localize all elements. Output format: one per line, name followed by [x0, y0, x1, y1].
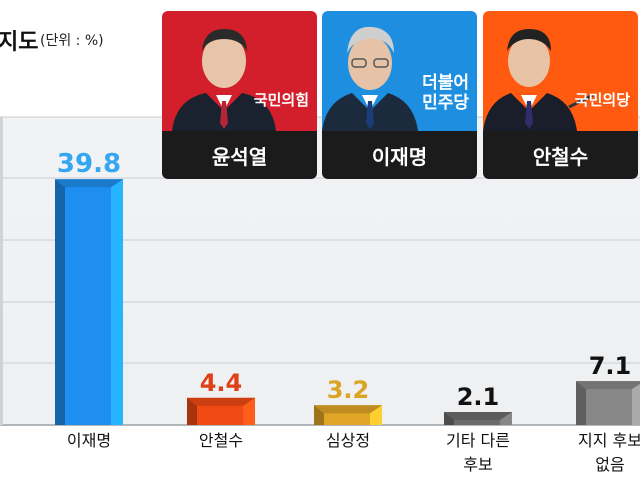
- data-label: 39.8: [57, 149, 121, 179]
- party-label: 국민의힘: [253, 91, 309, 109]
- candidate-name: 안철수: [483, 131, 638, 179]
- x-tick-label: 후보: [463, 455, 492, 474]
- candidate-photo: 국민의당: [483, 11, 638, 131]
- bar-highlight: [243, 397, 255, 425]
- bar-shadow: [314, 405, 324, 425]
- data-label: 2.1: [457, 383, 500, 411]
- party-label: 더불어 민주당: [422, 73, 469, 113]
- x-tick-label: 심상정: [326, 431, 370, 450]
- candidate-photo: 국민의힘: [162, 11, 317, 131]
- candidate-name: 이재명: [322, 131, 477, 179]
- party-label: 국민의당: [574, 91, 630, 109]
- x-tick-label: 없음: [595, 455, 624, 474]
- bar-top: [187, 397, 255, 406]
- x-tick-label: 이재명: [67, 431, 111, 450]
- data-label: 4.4: [200, 369, 243, 397]
- y-axis-line: [0, 117, 3, 425]
- x-tick-label: 기타 다른: [446, 431, 510, 450]
- bar-top: [444, 412, 512, 421]
- bar-shadow: [55, 179, 65, 425]
- bar-highlight: [111, 179, 123, 425]
- data-label: 7.1: [589, 352, 632, 380]
- bar-shadow: [444, 412, 454, 425]
- chart-subtitle: (단위 : %): [40, 33, 104, 49]
- x-tick-label: 안철수: [199, 431, 243, 450]
- portrait-icon: [322, 26, 418, 131]
- bar-top: [576, 381, 640, 390]
- bar-shadow: [187, 397, 197, 425]
- bar-top: [55, 179, 123, 188]
- bar-shadow: [576, 381, 586, 425]
- portrait-icon: [172, 29, 276, 131]
- candidate-name: 윤석열: [162, 131, 317, 179]
- candidate-photo: 더불어 민주당: [322, 11, 477, 131]
- chart-title: 지도: [0, 30, 39, 55]
- candidate-card-yoon: 국민의힘 윤석열: [162, 11, 317, 179]
- data-label: 3.2: [327, 376, 370, 404]
- portrait-icon: [483, 29, 594, 131]
- candidate-card-ahn: 국민의당 안철수: [483, 11, 638, 179]
- candidate-card-lee: 더불어 민주당 이재명: [322, 11, 477, 179]
- x-tick-label: 지지 후보: [578, 431, 640, 450]
- bar-top: [314, 405, 382, 414]
- bar-highlight: [632, 381, 640, 425]
